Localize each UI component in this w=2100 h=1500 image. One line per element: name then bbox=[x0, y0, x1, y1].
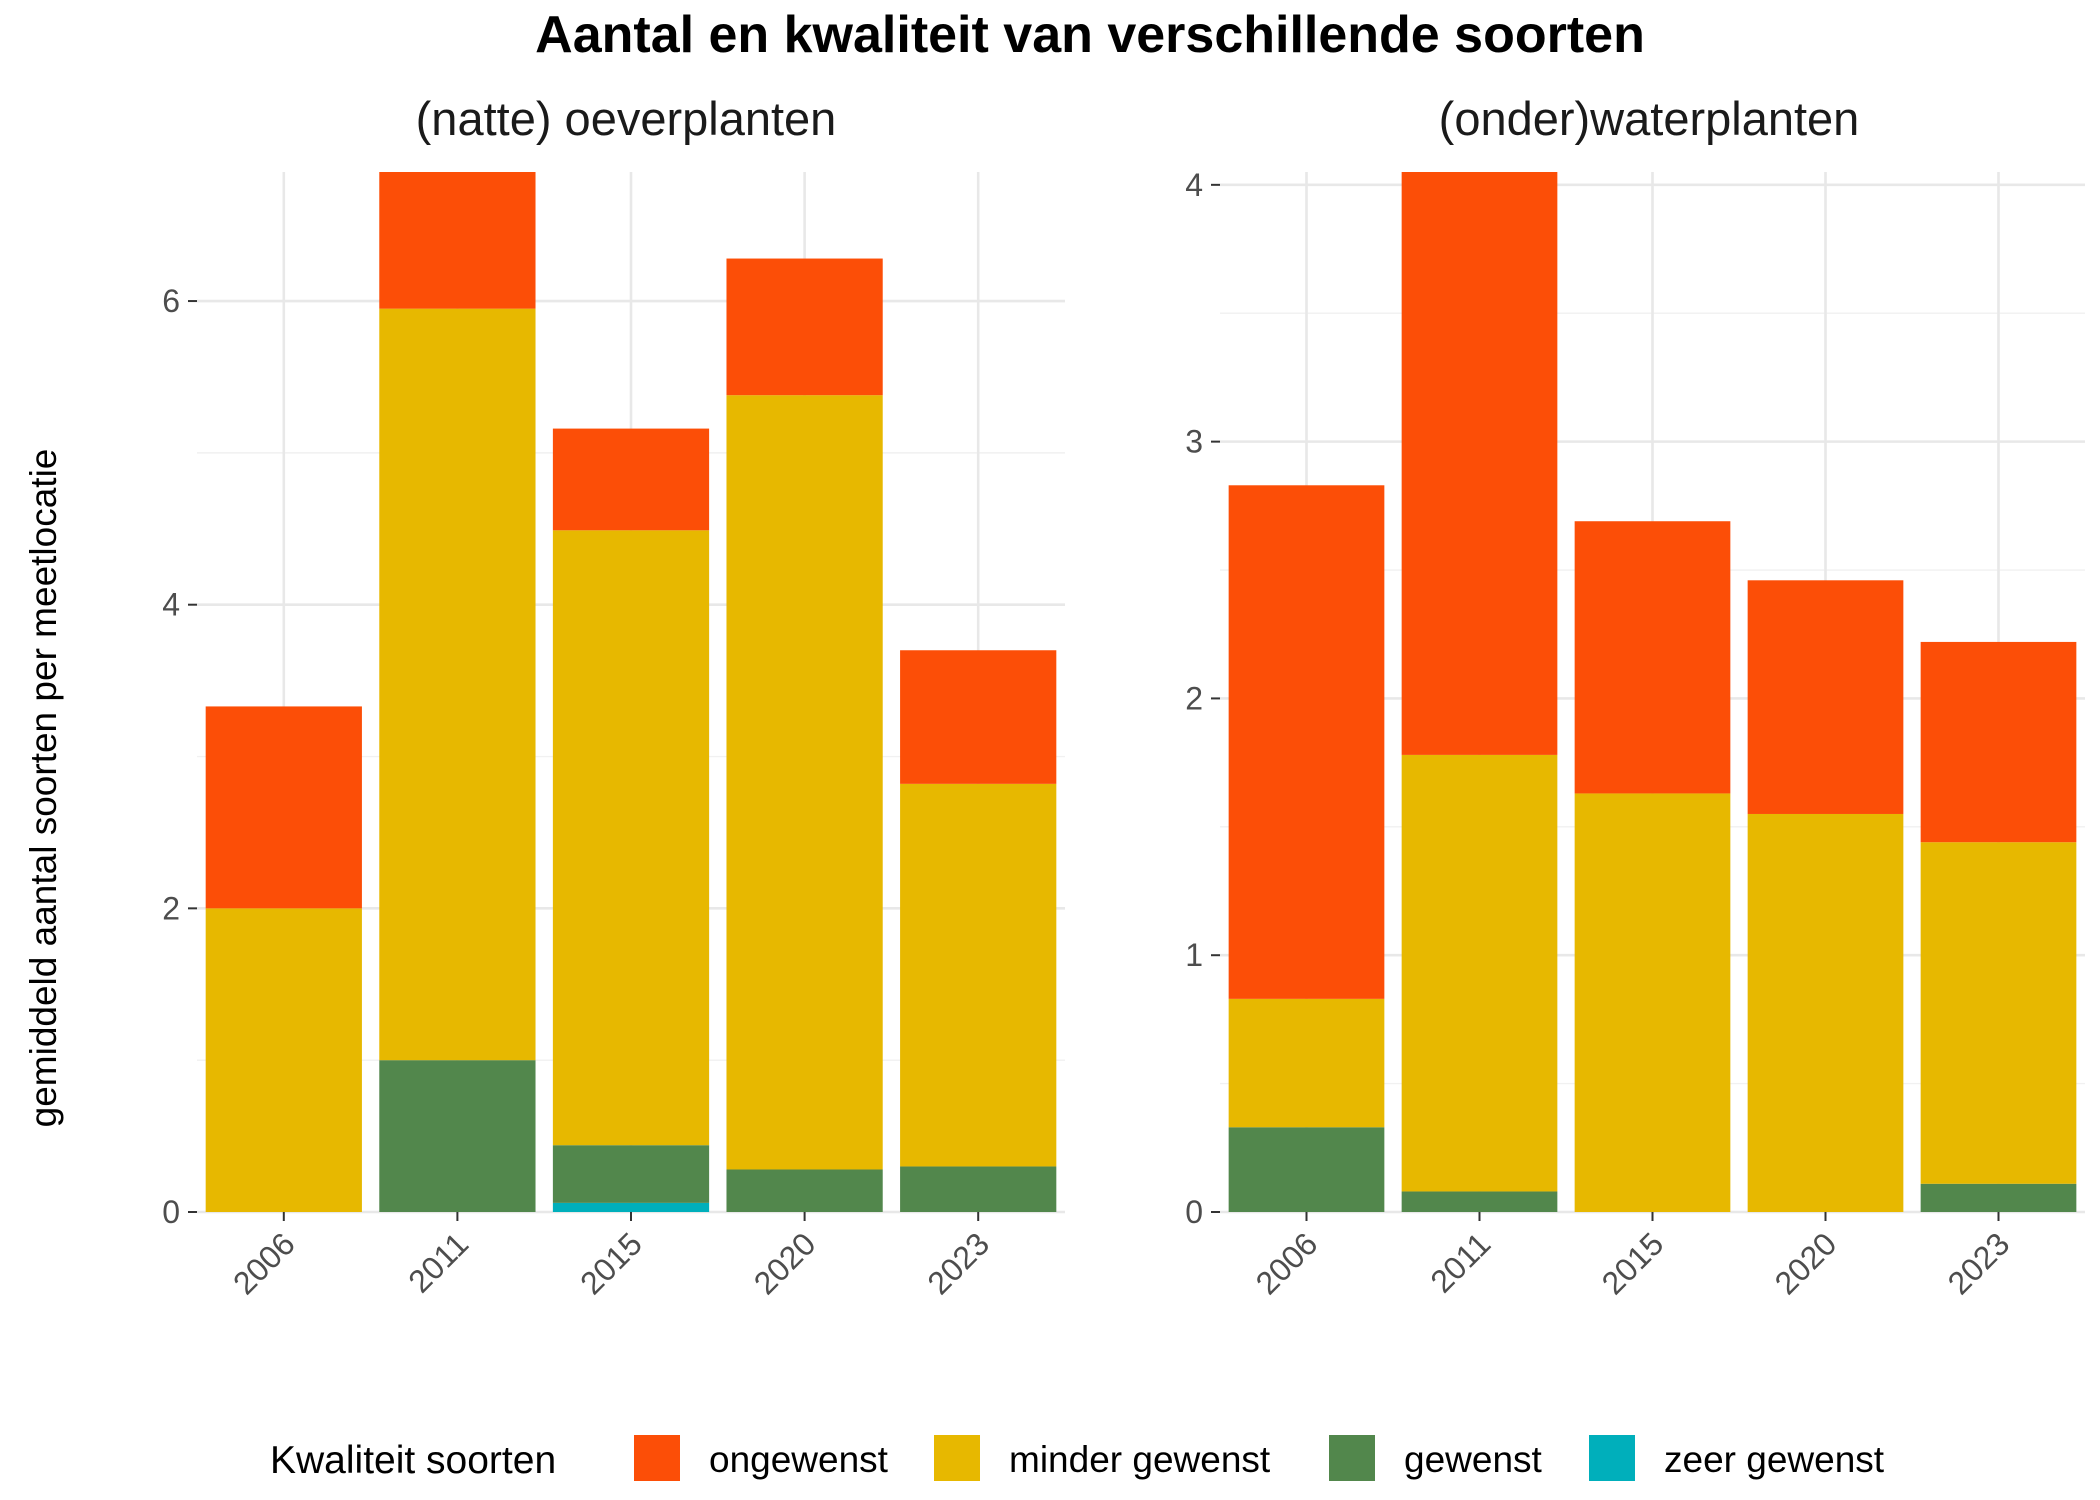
y-tick-label: 0 bbox=[1185, 1194, 1203, 1230]
bar-2023-ongewenst bbox=[900, 650, 1057, 784]
x-tick-label: 2011 bbox=[1423, 1225, 1497, 1299]
bar-2011-minder-gewenst bbox=[379, 308, 536, 1061]
y-tick-label: 3 bbox=[1185, 424, 1203, 460]
y-tick-label: 2 bbox=[162, 890, 180, 926]
chart-title: Aantal en kwaliteit van verschillende so… bbox=[535, 6, 1645, 64]
bar-2020-ongewenst bbox=[1747, 580, 1904, 814]
x-tick-label: 2015 bbox=[573, 1225, 649, 1301]
bar-2020-minder-gewenst bbox=[1747, 813, 1904, 1212]
y-axis: 0 2 4 6 bbox=[162, 283, 197, 1230]
bar-2015-minder-gewenst bbox=[552, 530, 710, 1146]
y-tick-label: 4 bbox=[1185, 167, 1203, 203]
y-axis: 0 1 2 3 4 bbox=[1185, 167, 1220, 1230]
y-tick-label: 0 bbox=[162, 1194, 180, 1230]
bar-2020-minder-gewenst bbox=[726, 395, 883, 1170]
x-tick-label: 2006 bbox=[226, 1225, 302, 1301]
bar-2006-minder-gewenst bbox=[1228, 998, 1385, 1128]
legend-label-zeer-gewenst: zeer gewenst bbox=[1664, 1439, 1885, 1480]
bar-2011-minder-gewenst bbox=[1401, 754, 1558, 1192]
legend-key-zeer-gewenst bbox=[1589, 1435, 1635, 1481]
bar-2015-ongewenst bbox=[552, 428, 710, 531]
y-tick-label: 4 bbox=[162, 587, 180, 623]
y-axis-title: gemiddeld aantal soorten per meetlocatie bbox=[23, 449, 64, 1128]
legend-title: Kwaliteit soorten bbox=[270, 1439, 556, 1482]
bar-2015-ongewenst bbox=[1574, 521, 1731, 794]
panel-oeverplanten: (natte) oeverplanten 0 2 4 6 2006 2011 2015 202… bbox=[162, 92, 1065, 1301]
legend-label-gewenst: gewenst bbox=[1404, 1439, 1543, 1480]
legend-key-minder-gewenst bbox=[934, 1435, 980, 1481]
bars bbox=[205, 172, 1057, 1212]
bar-2023-minder-gewenst bbox=[900, 783, 1057, 1167]
x-axis: 2006 2011 2015 2020 2023 bbox=[1249, 1212, 2017, 1301]
bar-2015-zeer-gewenst bbox=[552, 1202, 710, 1212]
x-tick-label: 2020 bbox=[1768, 1225, 1844, 1301]
x-tick-label: 2023 bbox=[920, 1225, 996, 1301]
bar-2011-gewenst bbox=[1401, 1191, 1558, 1212]
bar-2015-gewenst bbox=[552, 1145, 710, 1203]
bar-2023-minder-gewenst bbox=[1920, 842, 2077, 1184]
y-tick-label: 1 bbox=[1185, 937, 1203, 973]
bar-2006-minder-gewenst bbox=[205, 908, 362, 1212]
bar-2006-ongewenst bbox=[205, 706, 362, 909]
y-tick-label: 2 bbox=[1185, 680, 1203, 716]
bar-2015-minder-gewenst bbox=[1574, 793, 1731, 1212]
panel-title-waterplanten: (onder)waterplanten bbox=[1439, 92, 1860, 145]
legend-key-gewenst bbox=[1329, 1435, 1375, 1481]
y-tick-label: 6 bbox=[162, 283, 180, 319]
x-tick-label: 2015 bbox=[1595, 1225, 1671, 1301]
bar-2006-gewenst bbox=[1228, 1127, 1385, 1212]
bar-2011-ongewenst bbox=[379, 172, 536, 309]
x-tick-label: 2020 bbox=[747, 1225, 823, 1301]
panel-waterplanten: (onder)waterplanten 0 1 2 3 4 2006 2011 2015 202… bbox=[1185, 92, 2085, 1301]
bar-2006-ongewenst bbox=[1228, 485, 1385, 999]
bars bbox=[1228, 172, 2077, 1212]
legend: Kwaliteit soorten ongewenst minder gewens… bbox=[270, 1435, 1885, 1482]
bar-2023-gewenst bbox=[1920, 1183, 2077, 1212]
bar-2023-ongewenst bbox=[1920, 641, 2077, 843]
legend-label-minder-gewenst: minder gewenst bbox=[1009, 1439, 1271, 1480]
bar-2011-gewenst bbox=[379, 1060, 536, 1212]
x-tick-label: 2011 bbox=[401, 1225, 475, 1299]
bar-2023-gewenst bbox=[900, 1166, 1057, 1212]
bar-2011-ongewenst bbox=[1401, 172, 1558, 755]
x-axis: 2006 2011 2015 2020 2023 bbox=[226, 1212, 996, 1301]
legend-key-ongewenst bbox=[634, 1435, 680, 1481]
x-tick-label: 2023 bbox=[1941, 1225, 2017, 1301]
bar-2020-ongewenst bbox=[726, 258, 883, 396]
panel-title-oeverplanten: (natte) oeverplanten bbox=[416, 92, 837, 145]
x-tick-label: 2006 bbox=[1249, 1225, 1325, 1301]
legend-label-ongewenst: ongewenst bbox=[709, 1439, 889, 1480]
bar-2020-gewenst bbox=[726, 1169, 883, 1212]
